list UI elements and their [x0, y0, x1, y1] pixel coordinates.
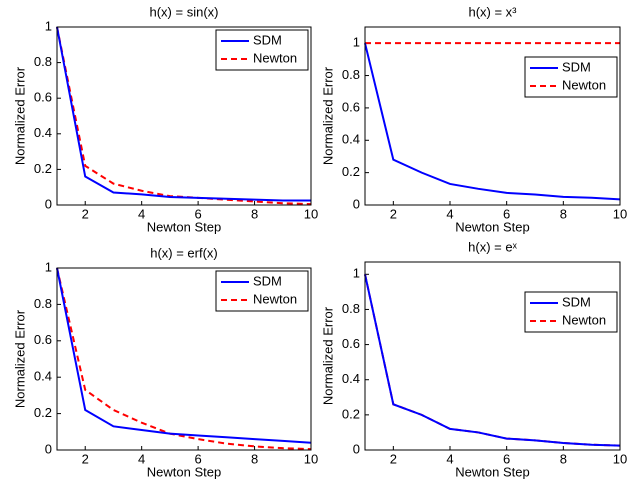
- y-tick-label: 0.4: [34, 369, 52, 384]
- x-tick-label: 10: [304, 451, 318, 466]
- chart-title: h(x) = erf(x): [150, 245, 218, 260]
- series-line: [56, 26, 312, 206]
- legend-label: SDM: [562, 294, 591, 309]
- series-line: [56, 267, 312, 451]
- x-tick-label: 6: [503, 451, 510, 466]
- y-tick-label: 0: [45, 441, 52, 456]
- y-tick-label: 0.8: [342, 67, 360, 82]
- legend-label: Newton: [562, 77, 606, 92]
- y-tick-label: 0.6: [342, 99, 360, 114]
- x-tick-label: 8: [251, 451, 258, 466]
- x-tick-label: 2: [82, 206, 89, 221]
- series-line: [56, 267, 312, 444]
- legend-label: SDM: [253, 32, 282, 47]
- x-tick-label: 4: [446, 206, 453, 221]
- y-tick-label: 0: [45, 196, 52, 211]
- x-tick-label: 2: [390, 451, 397, 466]
- legend-label: Newton: [253, 50, 297, 65]
- chart-title: h(x) = x³: [468, 4, 517, 19]
- x-tick-label: 4: [138, 451, 145, 466]
- x-axis-label: Newton Step: [147, 219, 221, 234]
- y-tick-label: 0.2: [34, 161, 52, 176]
- y-tick-label: 0.2: [342, 164, 360, 179]
- x-tick-label: 10: [613, 451, 627, 466]
- y-tick-label: 0: [353, 441, 360, 456]
- y-tick-label: 0: [353, 196, 360, 211]
- x-axis-label: Newton Step: [147, 464, 221, 479]
- chart-title: h(x) = eˣ: [468, 239, 517, 254]
- axes-box: [364, 261, 621, 451]
- y-tick-label: 0.2: [342, 406, 360, 421]
- x-tick-label: 10: [613, 206, 627, 221]
- x-tick-label: 8: [560, 451, 567, 466]
- series-line: [364, 274, 621, 447]
- y-tick-label: 0.4: [342, 371, 360, 386]
- y-axis-label: Normalized Error: [12, 66, 27, 165]
- series-line: [56, 26, 311, 202]
- x-axis-label: Newton Step: [455, 464, 529, 479]
- y-tick-label: 1: [45, 18, 52, 33]
- y-tick-label: 0.8: [342, 301, 360, 316]
- legend-box: [524, 56, 618, 98]
- legend-box: [524, 291, 618, 333]
- x-tick-label: 2: [390, 206, 397, 221]
- y-tick-label: 1: [353, 266, 360, 281]
- chart-title: h(x) = sin(x): [150, 4, 219, 19]
- legend-label: SDM: [253, 273, 282, 288]
- axes-box: [56, 267, 312, 451]
- x-tick-label: 4: [446, 451, 453, 466]
- x-tick-label: 6: [503, 206, 510, 221]
- legend-label: Newton: [253, 291, 297, 306]
- series-line: [364, 42, 621, 201]
- x-tick-label: 8: [251, 206, 258, 221]
- legend-box: [215, 29, 309, 71]
- y-tick-label: 1: [353, 35, 360, 50]
- y-tick-label: 0.6: [34, 332, 52, 347]
- axes-box: [56, 26, 312, 206]
- x-tick-label: 10: [304, 206, 318, 221]
- plot-area: [365, 262, 620, 450]
- x-tick-label: 2: [82, 451, 89, 466]
- legend-box: [215, 270, 309, 312]
- y-tick-label: 0.6: [342, 336, 360, 351]
- plot-area: [365, 27, 620, 205]
- y-tick-label: 0.4: [342, 132, 360, 147]
- y-tick-label: 0.8: [34, 296, 52, 311]
- x-tick-label: 6: [194, 451, 201, 466]
- x-axis-label: Newton Step: [455, 219, 529, 234]
- axes-box: [364, 26, 621, 206]
- x-tick-label: 6: [194, 206, 201, 221]
- legend-label: SDM: [562, 59, 591, 74]
- x-tick-label: 8: [560, 206, 567, 221]
- y-tick-label: 0.2: [34, 405, 52, 420]
- y-tick-label: 0.8: [34, 54, 52, 69]
- legend-label: Newton: [562, 312, 606, 327]
- y-tick-label: 0.4: [34, 125, 52, 140]
- y-tick-label: 1: [45, 259, 52, 274]
- x-tick-label: 4: [138, 206, 145, 221]
- y-tick-label: 0.6: [34, 90, 52, 105]
- y-axis-label: Normalized Error: [320, 306, 335, 405]
- y-axis-label: Normalized Error: [12, 309, 27, 408]
- y-axis-label: Normalized Error: [320, 66, 335, 165]
